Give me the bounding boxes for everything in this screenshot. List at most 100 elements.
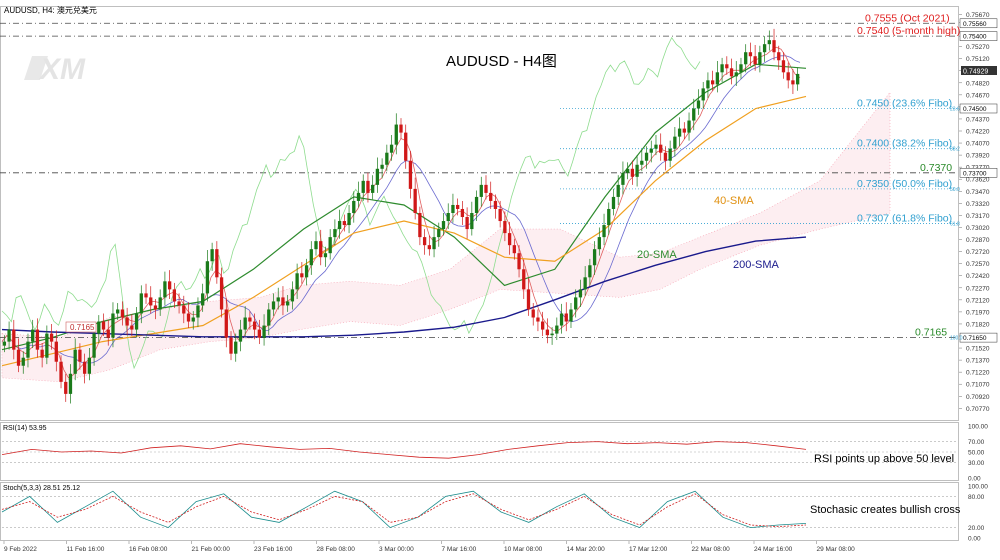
chart-title: AUDUSD - H4图 <box>446 53 557 70</box>
candle-body <box>687 120 691 133</box>
candle-body <box>621 172 625 185</box>
candle-body <box>692 108 696 121</box>
rsi-line <box>1 441 807 459</box>
candle-body <box>715 72 720 85</box>
y-tick-label: 0.73620 <box>966 177 990 184</box>
candle-body <box>271 301 276 310</box>
level-label: 0.7165 <box>915 327 947 339</box>
candle-body <box>451 204 455 213</box>
stochastic-lines: 100.00 80.00 20.00 0.00 <box>1 484 988 543</box>
candle-body <box>177 301 181 306</box>
level-label: 0.7370 <box>920 162 952 174</box>
candle-body <box>224 309 228 338</box>
candle-body <box>87 357 92 374</box>
candle-body <box>744 52 748 65</box>
candle-body <box>479 184 483 197</box>
candle-body <box>238 329 243 342</box>
candle-body <box>144 293 148 298</box>
candle-body <box>673 136 677 149</box>
candle-body <box>536 317 540 322</box>
candle-body <box>739 64 743 73</box>
candle-body <box>342 221 346 226</box>
level-axis-box <box>959 31 998 41</box>
candle-body <box>753 56 757 65</box>
x-tick-label: 24 Mar 16:00 <box>754 546 793 553</box>
candle-body <box>97 321 101 334</box>
rsi-panel-frame <box>0 422 959 481</box>
candle-body <box>484 184 488 193</box>
candle-body <box>640 160 644 165</box>
candle-body <box>795 73 800 85</box>
candle-body <box>314 241 318 250</box>
ichimoku-cloud <box>1 91 891 383</box>
level-axis-tag: 0.75400 <box>963 34 987 41</box>
candle-body <box>597 237 601 250</box>
rsi-lines: 100.00 70.00 50.00 30.00 0.00 <box>1 424 988 483</box>
candle-body <box>607 208 611 226</box>
candle-body <box>465 217 469 230</box>
candle-body <box>682 128 686 133</box>
level-axis-box <box>959 18 998 29</box>
stoch-main-line <box>1 490 807 529</box>
y-tick-label: 0.73920 <box>966 153 990 160</box>
y-tick-label: 0.71520 <box>966 346 990 353</box>
x-tick-label: 28 Feb 08:00 <box>317 546 356 553</box>
y-tick-label: 0.73320 <box>966 201 990 208</box>
candle-body <box>64 381 68 394</box>
time-axis: 9 Feb 2022 11 Feb 16:00 16 Feb 08:00 21 Feb… <box>3 541 856 553</box>
candle-body <box>337 221 342 230</box>
y-tick-label: 0.71970 <box>966 309 990 316</box>
candle-body <box>186 313 191 322</box>
candle-body <box>659 144 663 153</box>
level-label: 0.7540 (5-month high) <box>857 25 960 37</box>
candle-body <box>748 52 753 57</box>
candle-body <box>786 72 790 81</box>
stoch-tick-label: 80.00 <box>968 494 985 501</box>
x-tick-label: 14 Mar 20:00 <box>567 546 606 553</box>
stoch-tick-label: 20.00 <box>968 525 985 532</box>
candle-body <box>182 305 186 314</box>
candle-body <box>234 341 238 354</box>
candle-body <box>630 168 635 177</box>
y-tick-label: 0.72420 <box>966 273 990 280</box>
candle-body <box>309 249 313 266</box>
y-tick-label: 0.72570 <box>966 261 990 268</box>
x-tick-label: 16 Feb 08:00 <box>129 546 168 553</box>
sma-line-40-sma <box>1 95 807 367</box>
candle-body <box>59 361 63 382</box>
y-tick-label: 0.72870 <box>966 237 990 244</box>
y-tick-label: 0.73020 <box>966 225 990 232</box>
candle-body <box>767 40 771 45</box>
y-tick-label: 0.73170 <box>966 213 990 220</box>
candle-body <box>588 265 592 278</box>
left-level-text: 0.7165 <box>70 323 95 332</box>
level-axis-tag: 0.75560 <box>963 21 987 28</box>
candle-body <box>295 273 299 290</box>
y-tick-label: 0.70770 <box>966 406 990 413</box>
candle-body <box>35 329 40 350</box>
candle-body <box>559 313 564 326</box>
y-tick-label: 0.71370 <box>966 358 990 365</box>
candles <box>2 28 800 404</box>
candle-body <box>92 333 96 358</box>
candle-body <box>16 349 21 366</box>
candle-body <box>215 249 219 278</box>
current-price-tag: 0.74929 <box>961 66 997 76</box>
candle-body <box>668 148 672 161</box>
x-tick-label: 29 Mar 08:00 <box>817 546 856 553</box>
stoch-tick-label: 0.00 <box>968 536 981 543</box>
candle-body <box>262 325 266 338</box>
y-tick-label: 0.71070 <box>966 382 990 389</box>
candle-body <box>31 329 35 342</box>
candle-body <box>130 325 134 330</box>
candle-body <box>649 148 653 153</box>
candle-body <box>243 317 247 330</box>
candle-body <box>210 249 214 262</box>
candle-body <box>196 305 200 318</box>
candle-body <box>701 88 705 101</box>
fibo-ratio-tag: 38.2 <box>950 147 960 153</box>
candle-body <box>578 289 583 298</box>
left-level-box: 0.7165 <box>65 321 97 333</box>
candle-body <box>550 333 554 336</box>
candle-body <box>371 184 375 193</box>
